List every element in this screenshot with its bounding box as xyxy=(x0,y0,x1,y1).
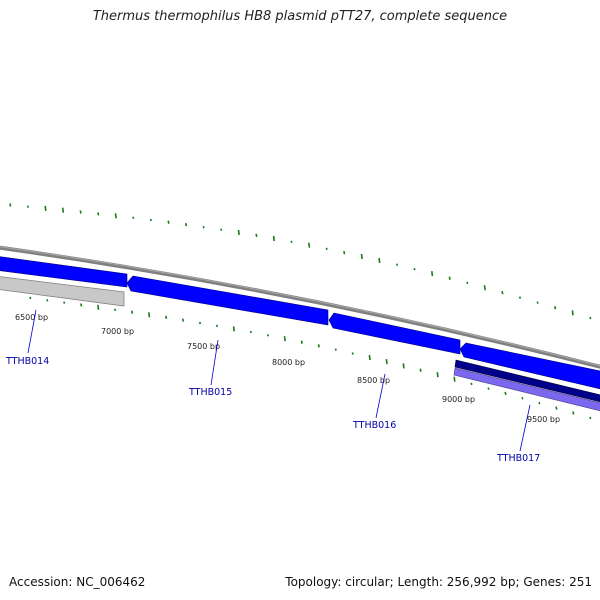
gc-mark xyxy=(555,406,558,410)
gc-content-track-upper xyxy=(9,203,592,320)
gc-mark xyxy=(29,296,32,300)
gene-label[interactable]: TTHB015 xyxy=(188,387,232,398)
gc-mark xyxy=(114,308,117,312)
gc-mark xyxy=(46,299,49,302)
gc-mark xyxy=(395,263,399,266)
gc-mark xyxy=(61,207,65,213)
gc-mark xyxy=(419,368,422,372)
gc-mark xyxy=(114,213,117,219)
gc-mark xyxy=(368,354,371,361)
gc-mark xyxy=(360,253,363,260)
gc-mark xyxy=(237,229,240,236)
gc-mark xyxy=(198,321,202,325)
gene-callout-line xyxy=(27,309,37,354)
scale-tick-label: 9500 bp xyxy=(527,415,560,424)
gc-mark xyxy=(249,330,252,334)
gc-mark xyxy=(431,271,434,277)
gc-mark xyxy=(26,205,29,208)
gc-mark xyxy=(165,315,168,320)
gc-mark xyxy=(554,306,557,310)
gc-mark xyxy=(255,233,258,238)
gc-mark xyxy=(466,281,469,285)
gene-callout-line xyxy=(375,373,386,419)
gc-mark xyxy=(79,210,82,214)
scale-tick-label: 6500 bp xyxy=(15,313,48,322)
backbone-track xyxy=(0,245,600,369)
scale-tick-label: 7000 bp xyxy=(101,327,134,336)
gc-mark xyxy=(589,416,592,420)
gc-mark xyxy=(589,316,592,320)
gc-mark xyxy=(148,312,151,318)
gene-label[interactable]: TTHB017 xyxy=(496,453,540,464)
gc-mark xyxy=(521,397,524,400)
gc-mark xyxy=(181,318,185,322)
gc-mark xyxy=(351,352,354,355)
gc-mark xyxy=(185,222,188,227)
gc-mark xyxy=(518,296,522,299)
gc-mark xyxy=(149,218,152,222)
scale-tick-label: 8500 bp xyxy=(357,376,390,385)
topology-summary: Topology: circular; Length: 256,992 bp; … xyxy=(285,575,592,589)
gc-mark xyxy=(266,334,269,337)
reverse-gene-gray xyxy=(0,276,125,307)
gc-mark xyxy=(97,304,100,310)
gc-mark xyxy=(308,242,311,248)
scale-tick-label: 7500 bp xyxy=(187,342,220,351)
gc-mark xyxy=(343,250,346,255)
gene-label[interactable]: TTHB014 xyxy=(5,356,49,367)
gc-mark xyxy=(317,344,320,348)
gc-mark xyxy=(63,301,66,304)
gc-content-track-lower xyxy=(29,296,592,420)
gc-mark xyxy=(131,310,134,314)
gc-mark xyxy=(283,336,286,342)
gene-label[interactable]: TTHB016 xyxy=(352,420,396,431)
gc-mark xyxy=(300,340,303,344)
gc-mark xyxy=(378,257,381,264)
gc-mark xyxy=(80,303,83,307)
gc-mark xyxy=(571,310,574,316)
gc-mark xyxy=(538,401,541,405)
gc-mark xyxy=(334,348,337,351)
forward-gene-segment-1 xyxy=(0,256,128,288)
gc-mark xyxy=(290,240,293,244)
gc-mark xyxy=(385,359,388,365)
gc-mark xyxy=(504,391,507,396)
gc-mark xyxy=(202,225,205,229)
gc-mark xyxy=(97,212,100,216)
gc-mark xyxy=(325,247,328,251)
reverse-gene-purple xyxy=(453,367,600,412)
gc-mark xyxy=(448,276,451,280)
gc-mark xyxy=(453,376,456,382)
gc-mark xyxy=(167,220,170,224)
backbone-highlight xyxy=(0,246,600,367)
accession-text: Accession: NC_006462 xyxy=(9,575,146,589)
forward-gene-segment-4 xyxy=(459,342,600,390)
gc-mark xyxy=(413,267,416,271)
gc-mark xyxy=(132,216,135,220)
scale-tick-label: 8000 bp xyxy=(272,358,305,367)
gc-mark xyxy=(402,363,405,369)
scale-tick-label: 9000 bp xyxy=(442,395,475,404)
gc-mark xyxy=(272,235,275,242)
gc-mark xyxy=(470,382,473,386)
gc-mark xyxy=(9,203,12,207)
gene-callout-line xyxy=(519,404,531,452)
gc-mark xyxy=(501,290,504,295)
gc-mark xyxy=(215,324,219,328)
gc-mark xyxy=(232,326,235,332)
gc-mark xyxy=(220,228,223,231)
gc-mark xyxy=(483,285,486,291)
gc-mark xyxy=(536,301,539,304)
gene-callout-line xyxy=(210,339,219,386)
gc-mark xyxy=(487,387,490,390)
gc-mark xyxy=(436,372,439,378)
gc-mark xyxy=(572,411,575,415)
map-title: Thermus thermophilus HB8 plasmid pTT27, … xyxy=(92,9,508,24)
forward-gene-segment-2 xyxy=(126,275,329,326)
reverse-gene-dark xyxy=(454,359,600,403)
gc-mark xyxy=(44,205,47,211)
forward-gene-segment-3 xyxy=(328,312,461,355)
